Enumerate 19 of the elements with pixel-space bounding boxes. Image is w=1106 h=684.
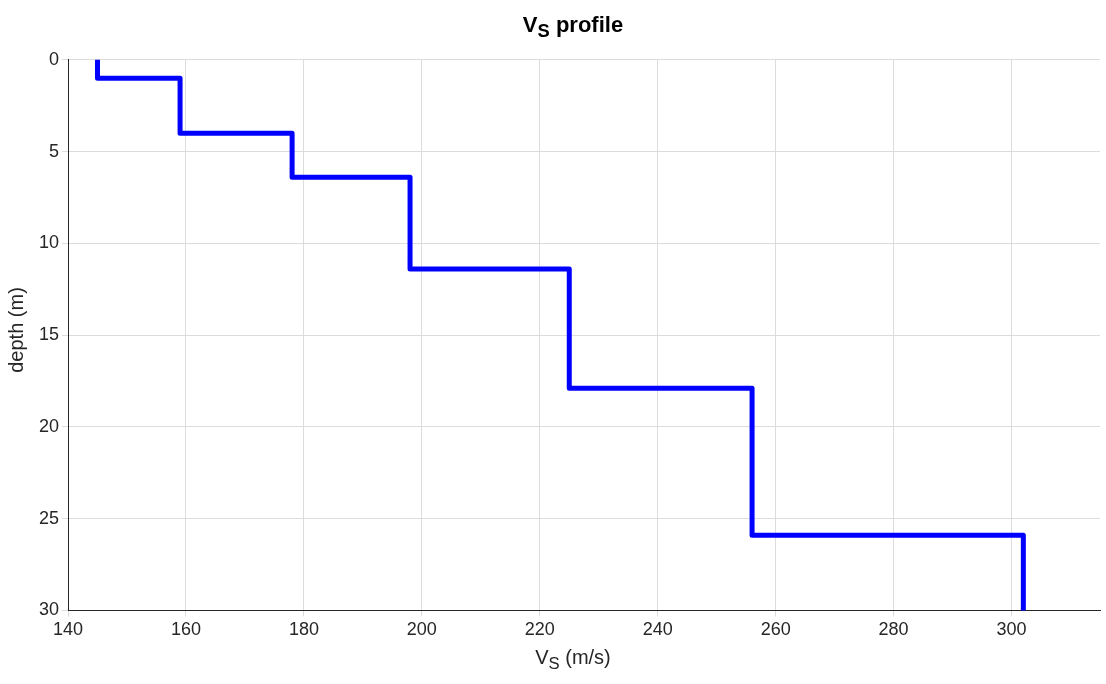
x-tick-label: 200: [406, 619, 437, 640]
y-axis-title: depth (m): [4, 287, 28, 373]
chart-title: V$_{S}$ profile: [521, 12, 625, 43]
y-tick-label: 15: [38, 324, 60, 345]
y-tick-label: 0: [49, 48, 60, 69]
x-tick-label: 220: [524, 619, 555, 640]
x-tick-label: 180: [288, 619, 319, 640]
x-tick-label: 140: [53, 619, 84, 640]
x-tick-label: 300: [996, 619, 1027, 640]
x-axis-title: V$_{S}$ (m/s): [534, 646, 612, 674]
x-tick-label: 160: [170, 619, 201, 640]
y-tick-label: 30: [38, 599, 60, 620]
x-tick-label: 280: [878, 619, 909, 640]
x-tick-label: 240: [642, 619, 673, 640]
y-tick-label: 10: [38, 232, 60, 253]
x-tick-label: 260: [760, 619, 791, 640]
y-tick-label: 5: [49, 140, 60, 161]
y-tick-label: 25: [38, 507, 60, 528]
y-tick-label: 20: [38, 415, 60, 436]
